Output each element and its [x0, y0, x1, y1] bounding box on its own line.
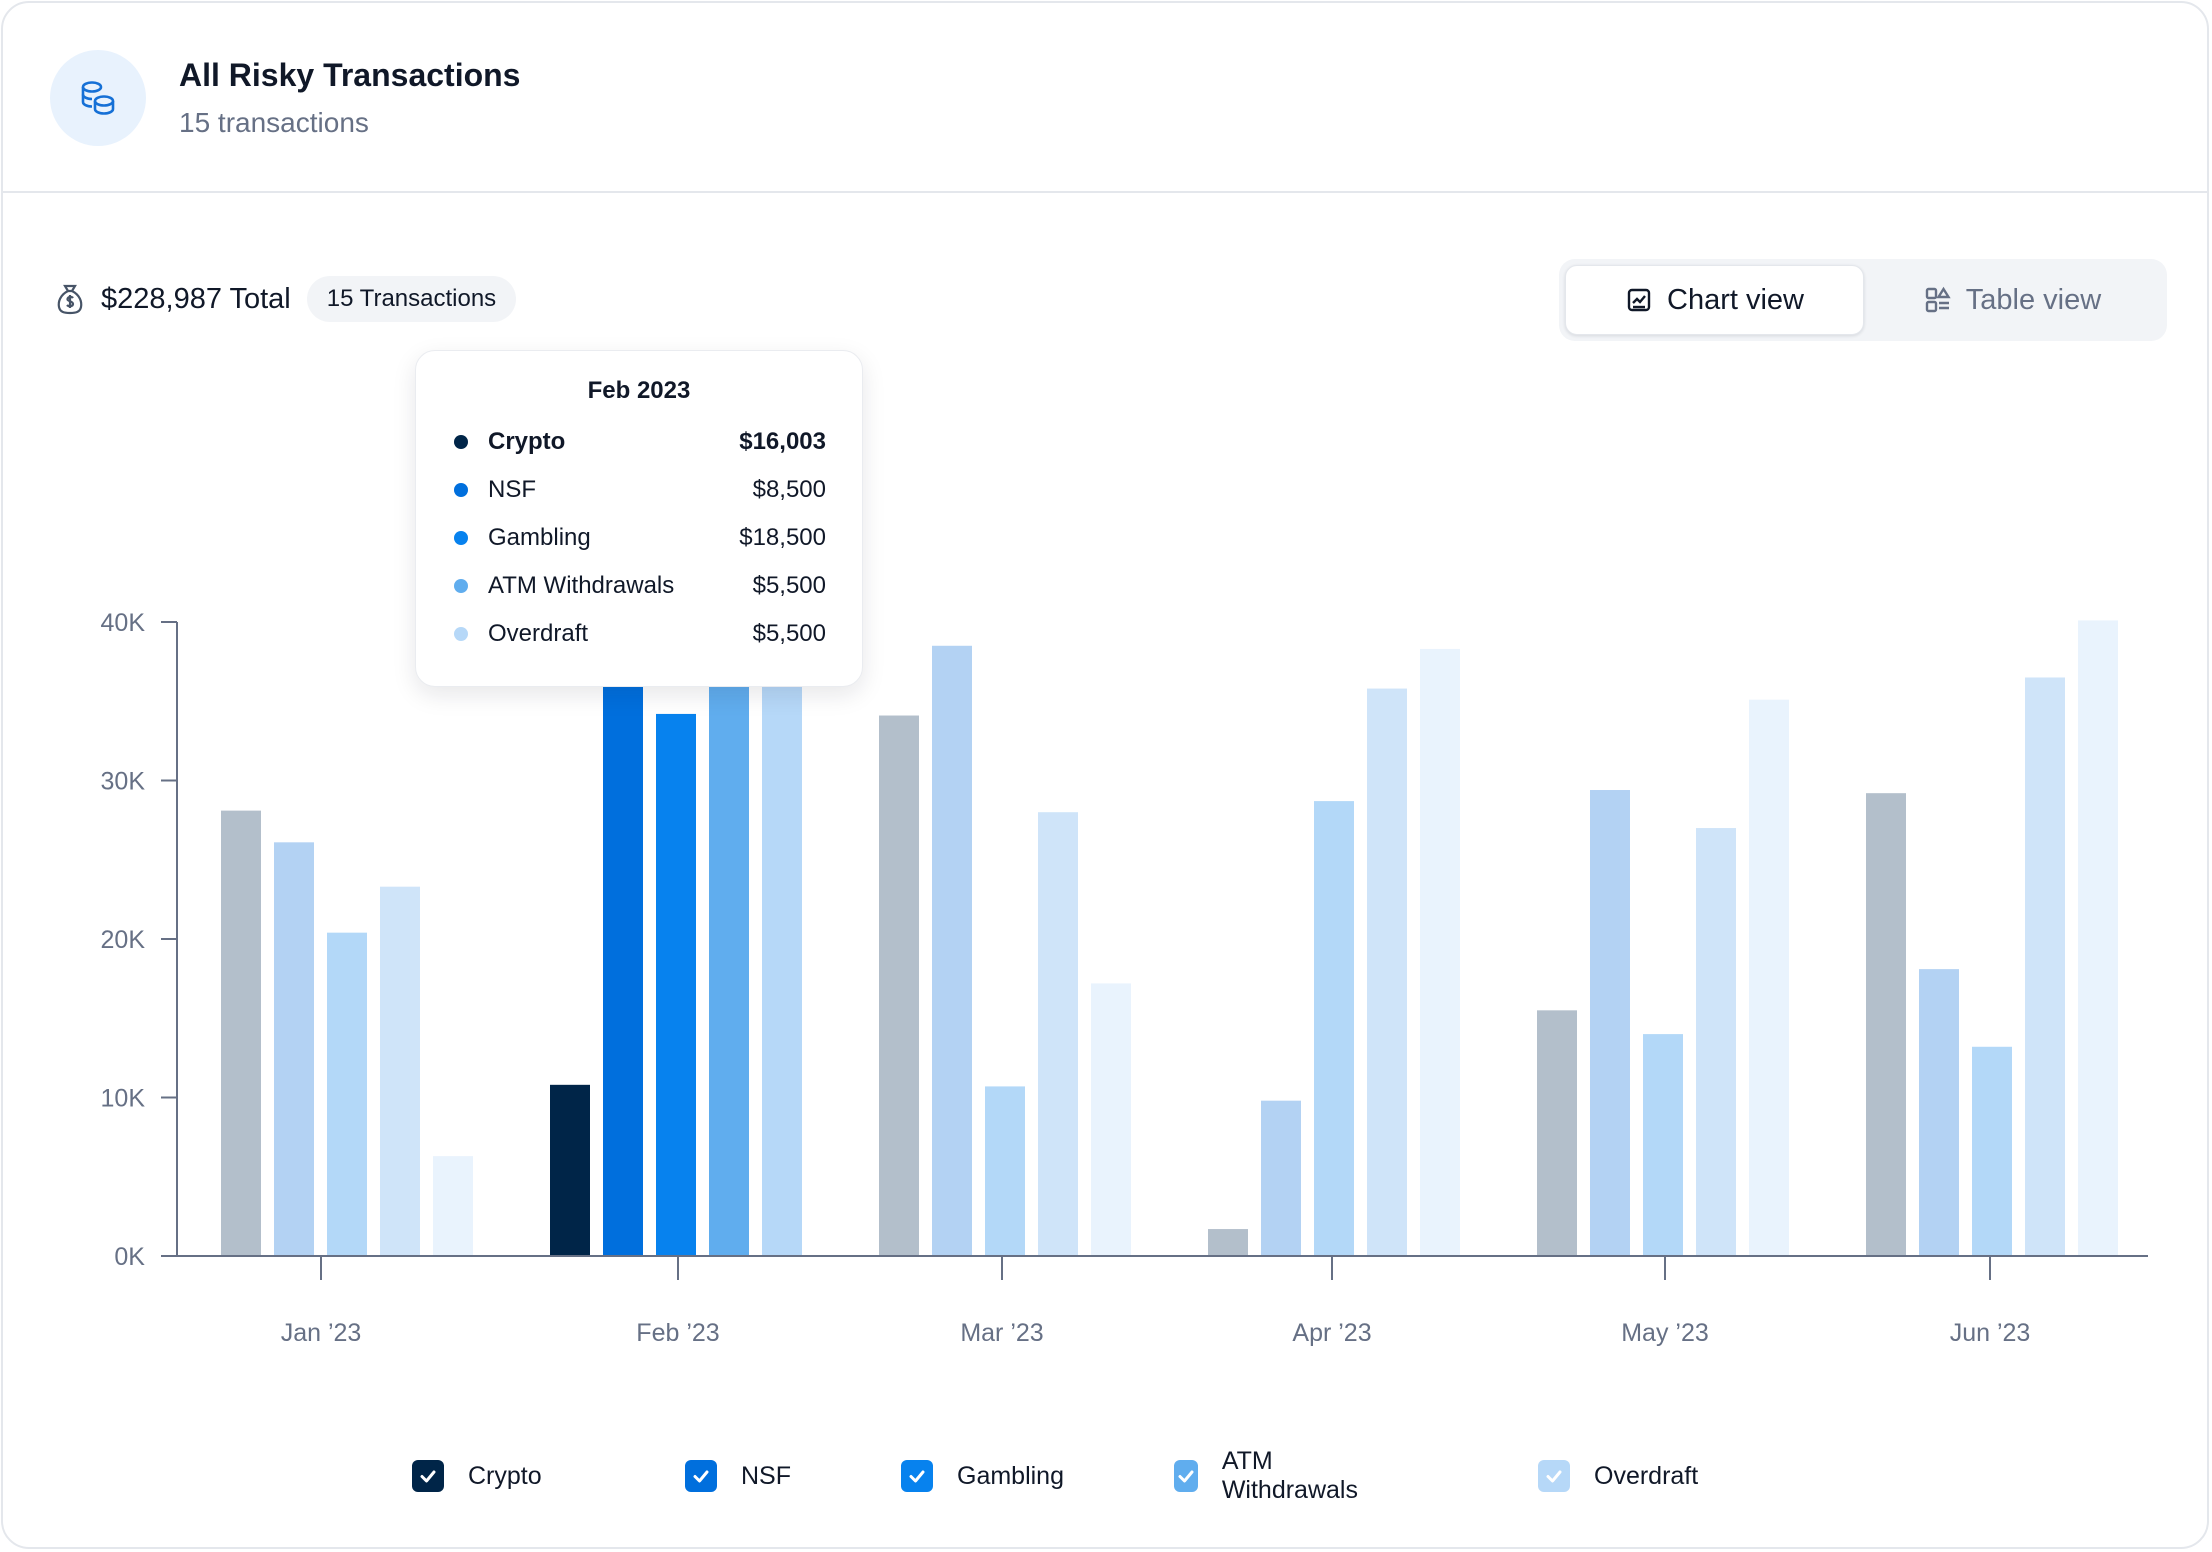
legend-toggle-crypto[interactable]: Crypto — [412, 1458, 542, 1494]
bar-nsf-4 — [1590, 790, 1630, 1256]
bar-atm-withdrawals-4 — [1696, 828, 1736, 1256]
bar-atm-withdrawals-1 — [709, 622, 749, 1256]
x-tick-label: Feb ’23 — [636, 1319, 719, 1347]
tooltip-title: Feb 2023 — [587, 377, 691, 404]
card-header: All Risky Transactions 15 transactions — [3, 3, 2207, 193]
money-bag-icon — [53, 282, 87, 316]
bar-atm-withdrawals-3 — [1367, 688, 1407, 1256]
bar-overdraft-4 — [1749, 699, 1789, 1256]
bar-overdraft-1 — [762, 622, 802, 1256]
chart-tooltip: Feb 2023 Crypto $16,003 NSF $8,500 Gambling $… — [415, 350, 863, 687]
bar-gambling-3 — [1314, 801, 1354, 1256]
legend-toggle-overdraft[interactable]: Overdraft — [1538, 1458, 1698, 1494]
checkbox-checked-icon[interactable] — [1538, 1460, 1570, 1492]
bar-overdraft-2 — [1091, 983, 1131, 1256]
tooltip-row-atm-withdrawals: ATM Withdrawals $5,500 — [454, 569, 826, 603]
bar-nsf-0 — [274, 842, 314, 1256]
risky-transactions-bar-chart: 0K 10K 20K 30K 40K Jan ’23 Feb ’23 Mar ’23 Apr ’… — [101, 609, 2148, 1347]
chart-view-label: Chart view — [1667, 283, 1804, 316]
tooltip-row-crypto: Crypto $16,003 — [454, 425, 826, 459]
bar-overdraft-0 — [433, 1156, 473, 1256]
bar-gambling-5 — [1972, 1046, 2012, 1256]
x-tick-label: May ’23 — [1621, 1319, 1709, 1347]
view-toggle: Chart view Table view — [1559, 259, 2167, 341]
legend-label: NSF — [741, 1461, 791, 1490]
tooltip-value: $5,500 — [752, 620, 826, 647]
bar-overdraft-3 — [1420, 648, 1460, 1256]
bar-crypto-3 — [1208, 1229, 1248, 1256]
tooltip-label: Gambling — [488, 524, 591, 551]
bar-gambling-0 — [327, 932, 367, 1256]
table-icon — [1924, 286, 1966, 314]
series-color-dot — [454, 627, 468, 641]
x-tick-label: Jun ’23 — [1950, 1319, 2031, 1347]
transaction-count: 15 transactions — [179, 107, 369, 138]
checkbox-checked-icon[interactable] — [901, 1460, 933, 1492]
checkbox-checked-icon[interactable] — [685, 1460, 717, 1492]
table-view-button[interactable]: Table view — [1864, 265, 2161, 335]
tooltip-label: Overdraft — [488, 620, 589, 647]
tooltip-label: NSF — [488, 476, 536, 503]
total-amount: $228,987 Total — [101, 282, 291, 315]
series-color-dot — [454, 483, 468, 497]
tooltip-value: $18,500 — [739, 524, 826, 551]
x-tick-label: Jan ’23 — [281, 1319, 362, 1347]
y-tick-label: 10K — [101, 1085, 146, 1113]
tooltip-value: $8,500 — [752, 476, 826, 503]
y-tick-label: 20K — [101, 926, 146, 954]
coins-icon — [50, 50, 146, 146]
legend-label: Gambling — [957, 1461, 1064, 1490]
series-color-dot — [454, 435, 468, 449]
bar-nsf-2 — [932, 645, 972, 1256]
page-title: All Risky Transactions — [179, 57, 521, 93]
y-tick-label: 40K — [101, 609, 146, 637]
bar-gambling-1 — [656, 713, 696, 1256]
checkbox-checked-icon[interactable] — [412, 1460, 444, 1492]
tooltip-row-nsf: NSF $8,500 — [454, 473, 826, 507]
bar-crypto-5 — [1866, 793, 1906, 1256]
legend-label: Overdraft — [1594, 1461, 1699, 1490]
series-color-dot — [454, 579, 468, 593]
tooltip-label: ATM Withdrawals — [488, 572, 675, 599]
bar-overdraft-5 — [2078, 620, 2118, 1256]
y-tick-label: 30K — [101, 768, 146, 796]
legend-toggle-gambling[interactable]: Gambling — [901, 1458, 1064, 1494]
bar-nsf-5 — [1919, 969, 1959, 1256]
bar-crypto-0 — [221, 810, 261, 1256]
bar-gambling-2 — [985, 1086, 1025, 1256]
legend-toggle-nsf[interactable]: NSF — [685, 1458, 791, 1494]
x-tick-label: Mar ’23 — [960, 1319, 1043, 1347]
bar-crypto-4 — [1537, 1010, 1577, 1256]
checkbox-checked-icon[interactable] — [1174, 1460, 1198, 1492]
bar-crypto-2 — [879, 715, 919, 1256]
bar-crypto-1 — [550, 1084, 590, 1256]
tooltip-value: $16,003 — [739, 428, 826, 455]
tooltip-row-overdraft: Overdraft $5,500 — [454, 617, 826, 651]
table-view-label: Table view — [1965, 283, 2102, 316]
chart-icon — [1625, 286, 1667, 314]
legend-label: Crypto — [468, 1461, 542, 1490]
bar-atm-withdrawals-5 — [2025, 677, 2065, 1256]
series-color-dot — [454, 531, 468, 545]
y-tick-label: 0K — [114, 1243, 145, 1271]
legend-toggle-atm-withdrawals[interactable]: ATM Withdrawals — [1174, 1447, 1366, 1504]
summary-row: $228,987 Total 15 Transactions — [53, 275, 517, 323]
bar-atm-withdrawals-2 — [1038, 812, 1078, 1256]
bar-nsf-3 — [1261, 1100, 1301, 1256]
transactions-badge: 15 Transactions — [306, 276, 517, 322]
legend-label: ATM Withdrawals — [1221, 1447, 1358, 1504]
bar-atm-withdrawals-0 — [380, 886, 420, 1256]
bar-nsf-1 — [603, 622, 643, 1256]
chart-view-button[interactable]: Chart view — [1565, 265, 1864, 335]
x-tick-label: Apr ’23 — [1292, 1319, 1371, 1347]
bar-gambling-4 — [1643, 1034, 1683, 1256]
tooltip-value: $5,500 — [752, 572, 826, 599]
tooltip-row-gambling: Gambling $18,500 — [454, 521, 826, 555]
tooltip-label: Crypto — [488, 428, 566, 455]
